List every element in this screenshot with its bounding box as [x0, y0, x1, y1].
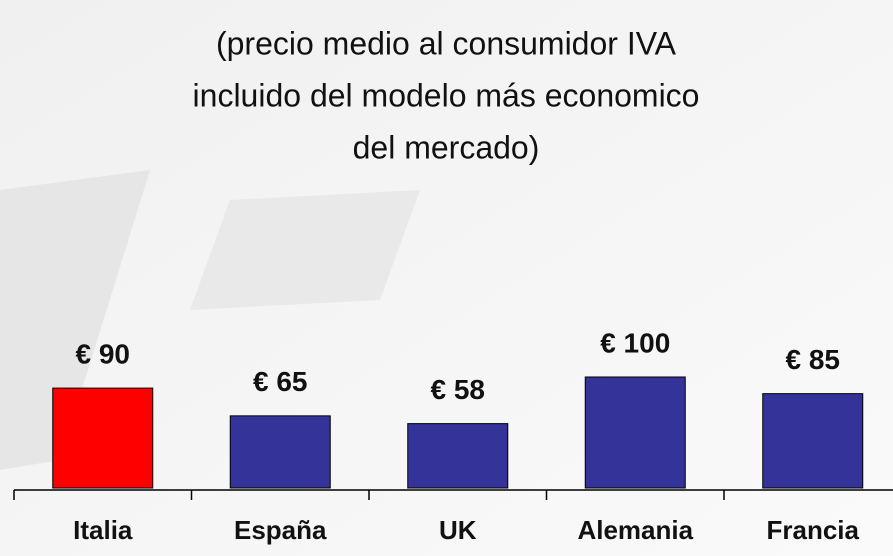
chart-subtitle: incluido del modelo más economico	[193, 77, 700, 113]
watermark	[0, 170, 150, 470]
value-label: € 100	[600, 327, 670, 358]
value-label: € 90	[76, 338, 131, 369]
chart-subtitle: del mercado)	[353, 129, 540, 165]
x-tick-label: España	[234, 515, 327, 545]
value-label: € 85	[786, 344, 841, 375]
x-tick-label: Alemania	[577, 515, 693, 545]
value-label: € 65	[253, 366, 308, 397]
chart-subtitle: (precio medio al consumidor IVA	[216, 25, 677, 61]
x-tick-label: Italia	[73, 515, 133, 545]
bar	[762, 393, 864, 489]
bar	[407, 423, 509, 489]
bar	[52, 387, 154, 489]
x-tick-label: UK	[439, 515, 477, 545]
bar	[584, 376, 686, 489]
watermark	[190, 190, 420, 310]
value-label: € 58	[431, 374, 486, 405]
bar	[229, 415, 331, 489]
x-tick-label: Francia	[767, 515, 860, 545]
